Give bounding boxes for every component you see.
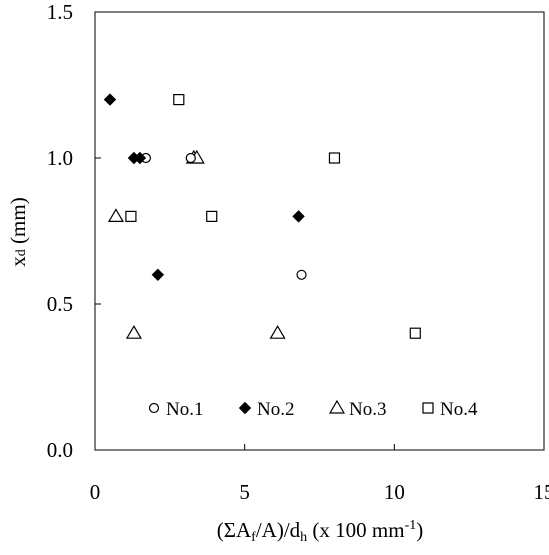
y-tick-label: 1.5 [47,0,73,24]
legend-marker-no4 [422,402,434,414]
legend-marker-no2 [238,401,252,415]
x-axis-label-sub-f: f [251,530,256,545]
legend-item-no3: No.3 [328,399,386,420]
legend: No.1 No.2 No.3 No.4 [148,399,478,420]
data-point-no2 [103,93,117,106]
legend-label-no3: No.3 [349,399,386,420]
data-marks [103,93,421,339]
data-point-no4 [409,327,421,339]
x-axis-label-times: (x 100 mm [307,518,404,542]
legend-item-no2: No.2 [238,399,294,420]
data-point-no1 [296,269,307,280]
y-axis-label: xd (mm) [6,197,30,266]
x-axis-label-sub-h: h [300,530,307,545]
data-point-no4 [206,210,218,222]
legend-marker-no1 [148,402,160,414]
x-tick-label: 15 [534,480,549,504]
legend-item-no1: No.1 [148,399,203,420]
data-point-no3 [269,325,286,339]
y-tick-label: 0.5 [47,292,73,316]
x-axis-label-mid: /A)/d [256,518,301,542]
data-point-no2 [133,151,147,165]
y-tick-label: 0.0 [47,438,73,462]
legend-marker-no3 [328,399,346,414]
y-axis-label-unit: (mm) [6,197,30,249]
data-point-no2 [151,268,165,282]
y-axis-label-sub: d [14,249,29,256]
x-axis-label-open: ( [217,518,224,542]
data-point-no1 [185,152,196,164]
data-point-no4 [328,152,341,164]
data-point-no3 [125,325,142,339]
y-tick-label: 1.0 [47,146,73,170]
x-axis-label-close: ) [416,518,423,542]
y-axis-label-main: x [6,256,30,267]
data-point-no4 [173,93,185,106]
data-point-no4 [125,210,137,222]
x-tick-label: 0 [90,480,101,504]
x-axis-label-a1: A [236,518,252,542]
legend-label-no1: No.1 [166,399,203,420]
axis-ticks [95,157,395,450]
x-axis-label-sup: -1 [405,518,417,533]
legend-label-no4: No.4 [440,399,478,420]
x-axis-label: (ΣAf/A)/dh (x 100 mm-1) [217,518,424,545]
x-tick-label: 10 [384,480,405,504]
data-point-no2 [292,210,305,223]
legend-item-no4: No.4 [422,399,478,420]
x-axis-label-sigma: Σ [224,518,236,542]
plot-frame [94,11,545,451]
data-point-no3 [107,208,124,222]
legend-label-no2: No.2 [257,399,294,420]
x-tick-label: 5 [239,480,250,504]
tick-labels: 0 5 10 15 0.0 0.5 1.0 1.5 [47,0,549,504]
